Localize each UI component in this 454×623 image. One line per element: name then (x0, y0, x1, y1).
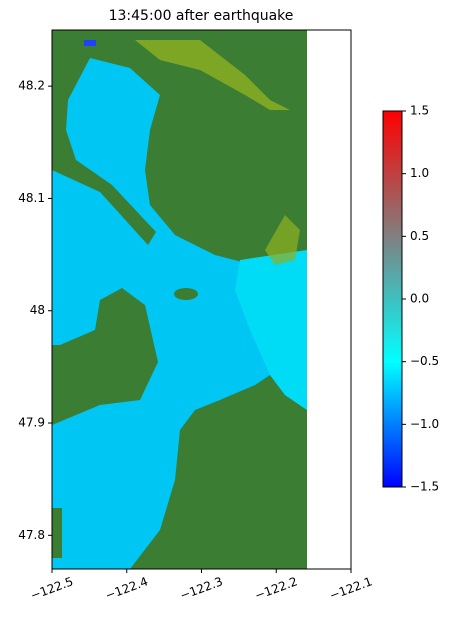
x-tick-label: −122.1 (328, 574, 375, 602)
x-tick-label: −122.5 (29, 574, 76, 602)
y-tick-label: 48.1 (18, 191, 45, 205)
x-tick-label: −122.3 (178, 574, 225, 602)
colorbar-tick-label: 0.5 (410, 229, 429, 243)
y-tick-label: 48.2 (18, 79, 45, 93)
patch (84, 40, 96, 46)
map (52, 30, 307, 569)
colorbar-tick-label: −0.5 (410, 354, 439, 368)
x-tick-label: −122.4 (103, 574, 150, 602)
shore (265, 215, 300, 265)
water (235, 250, 307, 410)
y-tick-label: 48 (30, 303, 45, 317)
colorbar (382, 110, 403, 488)
land (52, 508, 62, 558)
y-tick-label: 47.8 (18, 528, 45, 542)
colorbar-tick-label: 0.0 (410, 292, 429, 306)
x-tick-label: −122.2 (253, 574, 300, 602)
chart-title: 13:45:00 after earthquake (109, 8, 294, 24)
shore (135, 40, 290, 110)
colorbar-tick-label: −1.0 (410, 417, 439, 431)
island (174, 288, 198, 300)
colorbar-tick-label: 1.5 (410, 104, 429, 118)
water (52, 58, 307, 569)
colorbar-tick-label: −1.5 (410, 480, 439, 494)
y-tick-label: 47.9 (18, 416, 45, 430)
colorbar-tick-label: 1.0 (410, 166, 429, 180)
